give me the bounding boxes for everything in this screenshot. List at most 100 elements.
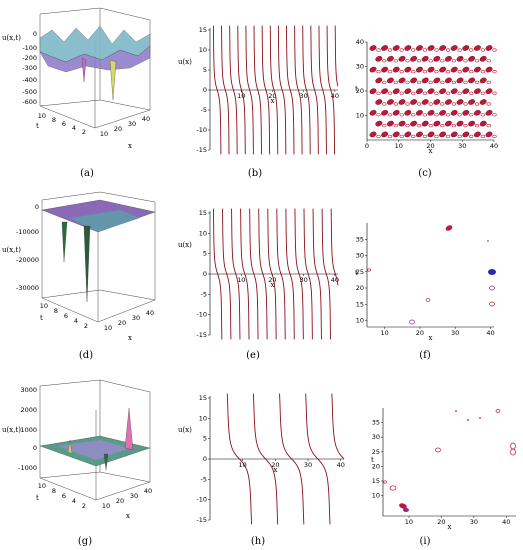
contour-ring xyxy=(463,102,468,106)
xtick-a: 20 xyxy=(114,125,122,133)
contour-blob xyxy=(392,131,400,138)
ytick-a: 10 xyxy=(38,112,46,120)
contour-blob xyxy=(444,120,452,127)
xtick-d: 20 xyxy=(118,319,126,327)
contour-ring xyxy=(510,442,516,450)
contour-blob xyxy=(410,77,418,84)
contour-ring xyxy=(492,113,497,117)
xticks-d: 10 20 30 40 xyxy=(104,309,154,332)
y-tick-label: -5 xyxy=(201,106,207,114)
zticks-d: 0 -10000 -20000 -30000 xyxy=(16,203,39,292)
contour-blob xyxy=(427,45,435,51)
contour-ring xyxy=(446,134,451,138)
contour-ring xyxy=(495,409,501,413)
contour-ring xyxy=(428,59,433,63)
y-axis-label: t xyxy=(371,456,374,464)
contour-ring xyxy=(389,485,397,491)
contour-blob xyxy=(462,66,470,73)
contour-blob xyxy=(488,269,496,275)
contour-blob xyxy=(421,77,429,84)
contour-ring xyxy=(393,102,399,106)
solution-curve xyxy=(331,393,345,460)
solution-curve xyxy=(312,208,322,340)
contour-ring xyxy=(409,319,415,325)
xlabel-a: x xyxy=(128,142,132,150)
solution-curve xyxy=(267,208,277,340)
contour-ring xyxy=(376,91,381,95)
captions: (a) (b) (c) (d) (e) (f) (g) (h) (i) xyxy=(78,168,432,547)
surface-g-trough xyxy=(103,453,109,471)
solution-curve xyxy=(261,25,271,155)
surface-d-spike xyxy=(61,221,68,263)
ztick-d: -20000 xyxy=(16,256,39,264)
contour-blob xyxy=(381,131,389,138)
contour-blob xyxy=(399,503,407,509)
contour-ring xyxy=(399,69,404,74)
y-tick-label: 10 xyxy=(199,229,207,237)
zlabel-a: u(x,t) xyxy=(2,34,21,42)
contour-blob xyxy=(427,88,435,95)
contour-blob xyxy=(468,77,476,84)
contour-ring xyxy=(417,80,422,84)
contour-blob xyxy=(427,109,435,116)
contour-blob xyxy=(392,45,400,51)
contour-blob xyxy=(444,55,452,62)
solution-curve xyxy=(237,25,246,155)
contour-ring xyxy=(480,69,486,74)
solution-curve xyxy=(213,208,223,340)
panel-b: 15 10 5 0 -5 -10 -15 10 20 30 40 u(x) x xyxy=(178,25,339,155)
contour-blob xyxy=(398,120,406,127)
contour-ring xyxy=(388,69,393,74)
y-tick-label: 10 xyxy=(356,317,364,325)
ztick-d: -30000 xyxy=(16,284,39,292)
axes-i: 10 15 20 25 30 35 10 20 30 40 t x xyxy=(371,408,516,531)
contours-i xyxy=(383,409,516,512)
contour-blob xyxy=(421,99,429,105)
y-tick-label: 5 xyxy=(203,435,207,443)
contour-blob xyxy=(439,88,447,95)
contour-blob xyxy=(381,109,389,116)
caption-e: (e) xyxy=(246,350,260,361)
y-tick-label: 15 xyxy=(199,209,207,217)
contour-blob xyxy=(381,88,389,95)
ztick-g: 0 xyxy=(33,444,37,452)
caption-d: (d) xyxy=(79,350,93,361)
contour-ring xyxy=(480,91,486,95)
solution-curve xyxy=(212,25,222,155)
solution-curve xyxy=(221,25,230,155)
contour-blob xyxy=(375,120,383,127)
contour-blob xyxy=(456,55,464,62)
contour-blob xyxy=(403,508,409,512)
ytick-a: 2 xyxy=(82,128,86,136)
zticks-g: 3000 2000 1000 0 -1000 xyxy=(18,386,37,472)
x-tick-label: 40 xyxy=(331,276,339,284)
y-tick-label: -10 xyxy=(196,126,207,134)
solution-curve xyxy=(321,208,331,340)
y-tick-label: 5 xyxy=(203,66,207,74)
ztick-g: 1000 xyxy=(20,426,37,434)
y-tick-label: 5 xyxy=(203,250,207,258)
contour-ring xyxy=(399,113,404,117)
contour-ring xyxy=(417,59,422,63)
ylabel-d: t xyxy=(40,314,43,322)
contour-ring xyxy=(376,69,381,74)
contour-blob xyxy=(473,131,481,138)
y-tick-label: 15 xyxy=(199,394,207,402)
contour-blob xyxy=(404,66,412,73)
contour-blob xyxy=(450,45,458,51)
y-tick-label: 0 xyxy=(203,270,207,278)
panel-g: u(x,t) 3000 2000 1000 0 -1000 10 8 6 4 2… xyxy=(2,379,152,520)
contour-ring xyxy=(428,102,433,106)
contour-blob xyxy=(421,120,429,127)
contour-ring xyxy=(475,102,480,106)
ytick-g: 4 xyxy=(72,497,76,505)
x-axis-label: x xyxy=(429,147,433,155)
solution-curve xyxy=(286,25,295,155)
y-tick-label: 15 xyxy=(372,477,380,485)
contour-blob xyxy=(445,225,453,231)
contour-ring xyxy=(411,91,416,95)
contour-blob xyxy=(427,131,435,138)
contour-ring xyxy=(480,48,486,52)
y-axis-label: u(x) xyxy=(178,426,192,434)
